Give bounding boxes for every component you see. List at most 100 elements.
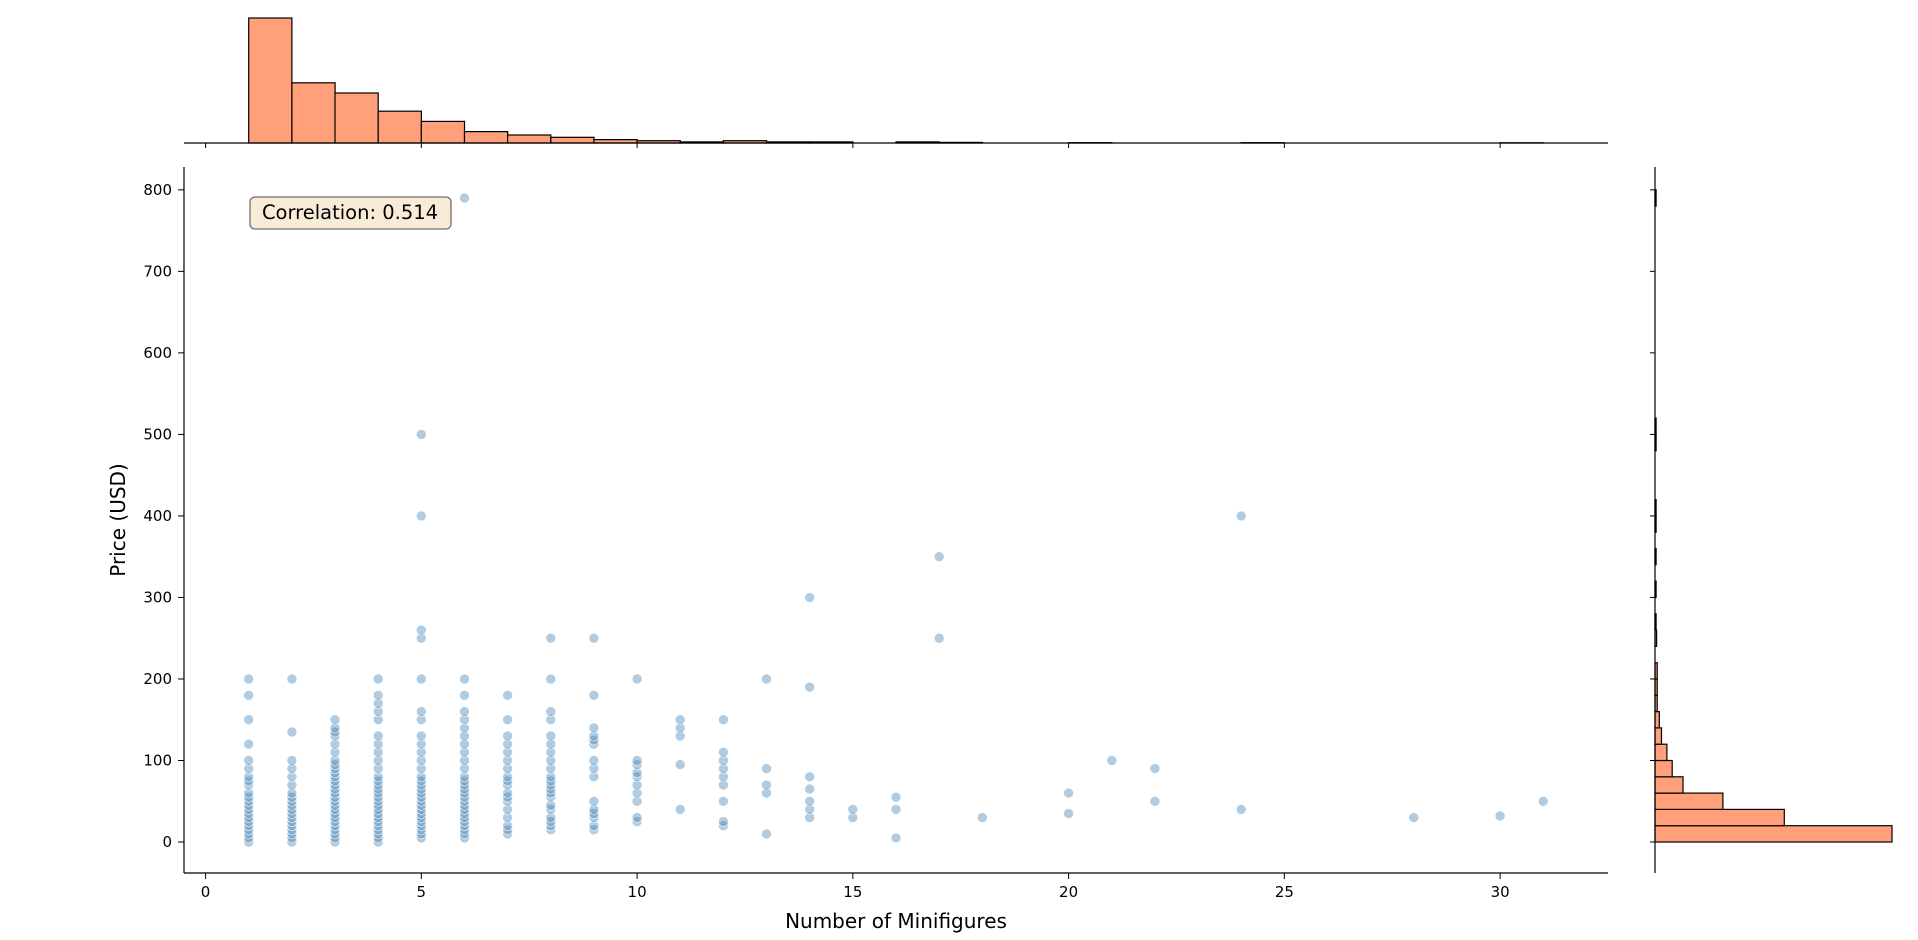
scatter-point xyxy=(372,791,384,803)
scatter-point xyxy=(329,836,341,848)
scatter-point xyxy=(459,832,470,844)
scatter-point xyxy=(545,779,557,791)
x-hist-bar xyxy=(334,92,379,144)
scatter-point xyxy=(415,632,427,644)
scatter-point xyxy=(502,824,513,836)
x-tick-label: 15 xyxy=(843,883,862,901)
scatter-point xyxy=(329,820,341,832)
scatter-point xyxy=(545,746,557,758)
scatter-point xyxy=(718,763,729,774)
scatter-point xyxy=(415,832,427,844)
scatter-point xyxy=(286,787,298,799)
scatter-point xyxy=(372,824,384,836)
scatter-point xyxy=(545,706,557,717)
scatter-point xyxy=(890,832,902,844)
scatter-point xyxy=(286,808,298,819)
scatter-point xyxy=(502,746,513,758)
scatter-point xyxy=(804,783,816,795)
scatter-point xyxy=(459,787,470,799)
scatter-point xyxy=(718,779,729,791)
scatter-point xyxy=(545,824,557,836)
scatter-point xyxy=(415,783,427,795)
scatter-point xyxy=(631,755,643,766)
scatter-point xyxy=(415,763,427,774)
scatter-point xyxy=(372,746,384,758)
correlation-annotation: Correlation: 0.514 xyxy=(262,201,438,224)
scatter-point xyxy=(329,722,341,734)
scatter-point xyxy=(545,775,557,787)
scatter-point xyxy=(286,824,298,836)
scatter-point xyxy=(459,812,470,823)
y-hist-bar xyxy=(1654,825,1893,843)
scatter-point xyxy=(545,783,557,795)
scatter-point xyxy=(502,820,513,832)
scatter-point xyxy=(718,795,729,807)
scatter-point xyxy=(588,820,600,832)
scatter-point xyxy=(1106,755,1118,766)
scatter-point xyxy=(286,791,298,803)
scatter-point xyxy=(243,832,254,844)
scatter-point xyxy=(933,551,945,563)
scatter-point xyxy=(588,812,600,823)
scatter-point xyxy=(804,592,816,603)
scatter-point xyxy=(372,673,384,685)
scatter-point xyxy=(502,804,513,815)
scatter-point xyxy=(588,755,600,766)
scatter-point xyxy=(329,816,341,827)
scatter-point xyxy=(415,808,427,819)
scatter-point xyxy=(459,775,470,787)
scatter-point xyxy=(1149,763,1161,774)
y-tick-label: 100 xyxy=(143,751,172,769)
x-hist-bar xyxy=(248,17,293,144)
scatter-point xyxy=(976,812,988,823)
scatter-point xyxy=(286,804,298,815)
scatter-point xyxy=(286,763,298,774)
scatter-point xyxy=(415,624,427,636)
scatter-point xyxy=(459,730,470,742)
y-hist-bar xyxy=(1654,710,1660,729)
scatter-point xyxy=(502,738,513,750)
scatter-point xyxy=(372,804,384,815)
scatter-point xyxy=(329,775,341,787)
scatter-point xyxy=(372,787,384,799)
scatter-point xyxy=(459,828,470,840)
scatter-point xyxy=(286,795,298,807)
scatter-point xyxy=(329,746,341,758)
scatter-point xyxy=(631,812,643,823)
scatter-point xyxy=(243,771,254,783)
scatter-point xyxy=(1235,510,1247,522)
scatter-point xyxy=(545,730,557,742)
scatter-point xyxy=(761,787,772,799)
y-tick-label: 500 xyxy=(143,425,172,443)
correlation-box: Correlation: 0.514 xyxy=(249,196,452,230)
y-hist-bar xyxy=(1654,743,1668,762)
scatter-point xyxy=(502,730,513,742)
scatter-point xyxy=(286,812,298,823)
scatter-point xyxy=(415,816,427,827)
x-marginal-histogram xyxy=(248,17,1544,144)
scatter-point xyxy=(243,812,254,823)
scatter-point xyxy=(718,816,729,827)
y-tick-label: 0 xyxy=(162,833,172,851)
scatter-point xyxy=(286,673,298,685)
scatter-point xyxy=(372,714,384,726)
scatter-point xyxy=(243,820,254,832)
scatter-point xyxy=(415,730,427,742)
scatter-point xyxy=(415,804,427,815)
scatter-point xyxy=(1063,787,1074,799)
scatter-point xyxy=(933,632,945,644)
scatter-point xyxy=(459,673,470,685)
scatter-point xyxy=(718,755,729,766)
scatter-point xyxy=(286,771,298,783)
scatter-point xyxy=(847,804,859,815)
scatter-point xyxy=(372,808,384,819)
scatter-point xyxy=(372,775,384,787)
scatter-point xyxy=(545,804,557,815)
scatter-point xyxy=(890,791,902,803)
scatter-point xyxy=(329,755,341,766)
scatter-point xyxy=(459,763,470,774)
x-axis-label: Number of Minifigures xyxy=(785,909,1007,933)
scatter-point xyxy=(761,779,772,791)
scatter-point xyxy=(243,795,254,807)
